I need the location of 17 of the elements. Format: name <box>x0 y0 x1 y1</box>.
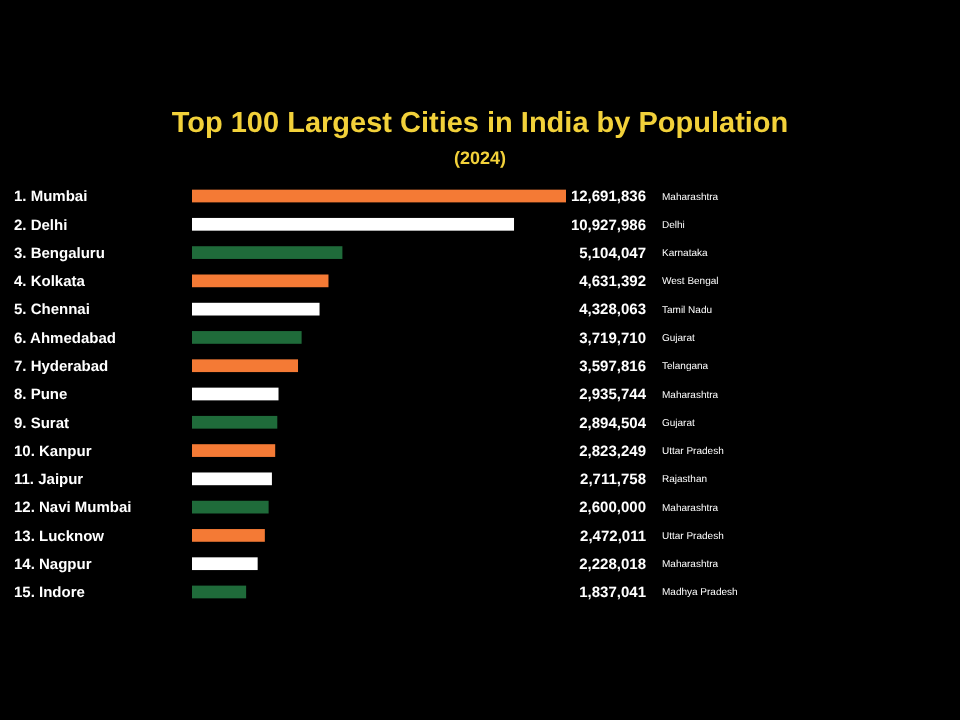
bar <box>192 387 279 401</box>
bar <box>192 444 276 457</box>
chart-title: Top 100 Largest Cities in India by Population <box>171 108 789 140</box>
bar <box>192 359 299 373</box>
bar <box>192 500 269 514</box>
chart-subtitle: (2024) <box>453 148 507 168</box>
bar <box>192 302 320 316</box>
bar <box>192 217 515 231</box>
bar <box>192 331 302 344</box>
bar <box>192 529 265 542</box>
bar <box>192 472 272 486</box>
bar <box>192 189 566 203</box>
bar <box>192 246 343 259</box>
bar <box>192 274 329 288</box>
bar <box>192 585 247 599</box>
bar <box>192 557 258 571</box>
bar <box>192 415 278 429</box>
